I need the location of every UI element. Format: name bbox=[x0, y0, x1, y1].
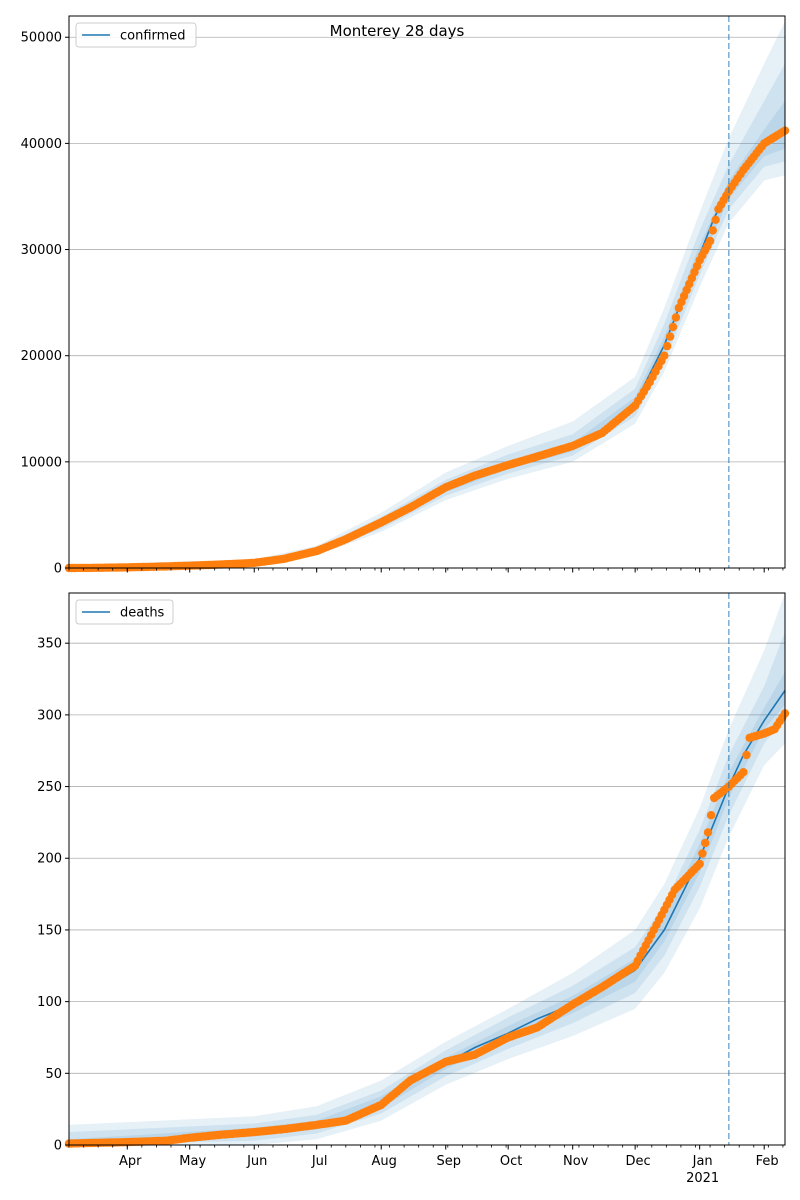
observed-point bbox=[703, 828, 713, 837]
y-tick-label: 350 bbox=[37, 637, 62, 652]
y-tick-label: 250 bbox=[37, 780, 62, 795]
observed-point bbox=[701, 838, 710, 848]
x-tick-label: Aug bbox=[372, 1154, 397, 1169]
y-tick-label: 40000 bbox=[21, 137, 62, 152]
legend-label: deaths bbox=[120, 606, 165, 621]
y-tick-label: 300 bbox=[37, 708, 62, 723]
figure-title: Monterey 28 days bbox=[330, 22, 465, 40]
x-tick-label: Dec bbox=[626, 1154, 651, 1169]
legend: deaths bbox=[75, 599, 174, 625]
observed-point bbox=[660, 351, 669, 360]
deaths-panel: 0 50 100 150 200 250 300 350 Apr May Jun Jul Aug Sep O… bbox=[37, 592, 790, 1186]
observed-point bbox=[742, 750, 751, 760]
x-tick-label: Jul bbox=[311, 1154, 328, 1169]
confirmed-panel: 0 10000 20000 30000 40000 50000 confirmed bbox=[21, 15, 790, 577]
observed-point bbox=[668, 322, 678, 332]
y-tick-label: 20000 bbox=[21, 349, 62, 364]
x-tick-label: Jan bbox=[692, 1154, 713, 1169]
observed-point bbox=[695, 859, 704, 869]
uncertainty-band-outer bbox=[69, 593, 785, 1145]
y-tick-label: 0 bbox=[54, 1139, 62, 1154]
axes-frame bbox=[68, 592, 786, 1146]
y-tick-label: 200 bbox=[37, 852, 62, 867]
observed-point bbox=[698, 849, 707, 858]
x-tick-label: Apr bbox=[119, 1154, 142, 1169]
y-tick-label: 50000 bbox=[21, 31, 62, 46]
x-tick-label: Oct bbox=[500, 1154, 522, 1169]
legend-label: confirmed bbox=[120, 29, 186, 44]
y-tick-label: 0 bbox=[54, 562, 62, 577]
observed-point bbox=[706, 811, 716, 820]
observed-point bbox=[663, 341, 672, 351]
legend-box bbox=[75, 599, 174, 625]
y-tick-label: 100 bbox=[37, 995, 62, 1010]
observed-point bbox=[711, 215, 720, 224]
observed-point bbox=[665, 332, 675, 341]
observed-point bbox=[705, 236, 715, 246]
axes-frame bbox=[68, 15, 786, 569]
x-tick-label: May bbox=[179, 1154, 206, 1169]
legend: confirmed bbox=[75, 22, 197, 48]
y-tick-label: 50 bbox=[45, 1067, 62, 1082]
x-tick-label: Feb bbox=[756, 1154, 779, 1169]
y-tick-label: 150 bbox=[37, 923, 62, 938]
x-tick-label: Jun bbox=[246, 1154, 267, 1169]
observed-point bbox=[708, 226, 717, 235]
x-year-label: 2021 bbox=[686, 1171, 719, 1186]
observed-point bbox=[739, 768, 748, 777]
legend-box bbox=[75, 22, 197, 48]
y-tick-label: 30000 bbox=[21, 243, 62, 258]
x-tick-label: Nov bbox=[563, 1154, 589, 1169]
y-tick-label: 10000 bbox=[21, 455, 62, 470]
x-tick-label: Sep bbox=[436, 1154, 461, 1169]
observed-point bbox=[671, 313, 681, 322]
